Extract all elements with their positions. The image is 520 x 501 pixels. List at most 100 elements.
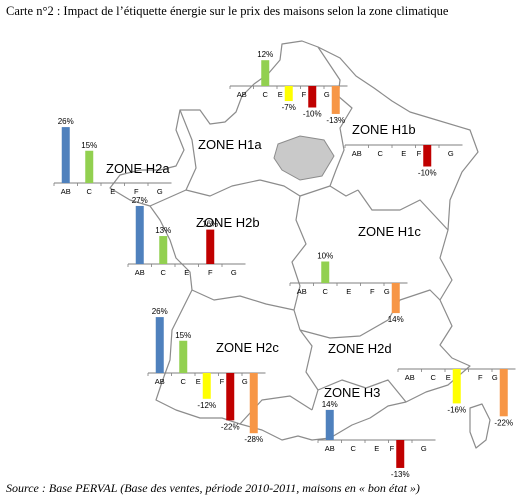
zone-h3-bar-ab [325, 409, 334, 440]
zone-h2a-value-label-c: 15% [81, 141, 97, 150]
zone-h3-value-label-f: -13% [391, 470, 410, 479]
zone-h1b-tick-label-g: G [448, 149, 454, 158]
zone-h3-tick-label-ab: AB [325, 444, 335, 453]
zone-h2b-value-label-f: 16% [202, 220, 218, 229]
zone-h1a-tick-label-e: E [278, 90, 283, 99]
zone-h2a-value-label-ab: 26% [58, 117, 74, 126]
zone-h1c-value-label-g: 14% [388, 315, 404, 324]
border-h2c-h2d [299, 329, 319, 411]
zone-h2b-tick-label-ab: AB [135, 268, 145, 277]
zone-h2d-tick-label-g: G [492, 373, 498, 382]
zone-h2d-tick-label-c: C [431, 373, 437, 382]
zone-h2a-chart: AB 26% C 15% E F G [53, 117, 172, 196]
zone-h3-tick-label-g: G [421, 444, 427, 453]
ile-de-france-region [273, 135, 335, 181]
zone-h2d-bar-g [499, 369, 508, 417]
zone-h3-bar-f [396, 440, 405, 468]
zone-h1c-tick-label-g: G [384, 287, 390, 296]
zone-h2b-chart: AB 27% C 13% E F 16% G [127, 196, 246, 277]
border-h1a-h1c [259, 179, 359, 197]
zone-h2a-tick-label-c: C [87, 187, 93, 196]
zone-h1c-value-label-c: 10% [317, 252, 333, 261]
zone-h1a-bar-e [284, 86, 293, 102]
zone-h2c-value-label-c: 15% [175, 331, 191, 340]
zone-h1c-tick-label-ab: AB [297, 287, 307, 296]
zone-h2c-tick-label-g: G [242, 377, 248, 386]
zone-h2d-value-label-e: -16% [447, 405, 466, 414]
zone-h2c-tick-label-ab: AB [155, 377, 165, 386]
border-h1a-h1b [317, 46, 353, 187]
border-h2d-h3 [317, 379, 407, 403]
zone-h2d-tick-label-f: F [478, 373, 483, 382]
zone-h2a-tick-label-e: E [110, 187, 115, 196]
map-title: Carte n°2 : Impact de l’étiquette énergi… [6, 4, 449, 18]
zone-h2a-tick-label-f: F [134, 187, 139, 196]
zone-h1a-chart: AB C 12% E -7% F -10% G -13% [229, 50, 348, 125]
border-h2a-h2b [149, 179, 261, 207]
zone-h2a-bar-ab [61, 127, 70, 183]
border-h1b-h1c [357, 189, 449, 231]
zone-h1c-bar-g [391, 283, 400, 314]
zone-h1a-value-label-e: -7% [282, 103, 296, 112]
source-note: Source : Base PERVAL (Base des ventes, p… [6, 481, 420, 495]
zone-h2c-bar-c [179, 340, 188, 373]
zone-h2c-value-label-g: -28% [244, 435, 263, 444]
zone-h3-tick-label-f: F [390, 444, 395, 453]
zone-h2c-bar-ab [155, 317, 164, 373]
zone-h1c-chart: AB C 10% E F G 14% [289, 252, 408, 324]
zone-h2c-tick-label-c: C [181, 377, 187, 386]
zone-h1b-tick-label-ab: AB [352, 149, 362, 158]
zone-h2c-label: ZONE H2c [216, 340, 279, 355]
zone-h2c-tick-label-e: E [196, 377, 201, 386]
zone-h2b-label: ZONE H2b [196, 215, 260, 230]
zone-h3-value-label-ab: 14% [322, 400, 338, 409]
zone-h2b-bar-ab [135, 205, 144, 264]
zone-h1c-bar-c [321, 261, 330, 283]
zone-borders [109, 40, 491, 449]
zone-h1a-value-label-c: 12% [257, 50, 273, 59]
zone-h2c-bar-g [249, 373, 258, 434]
zone-h1b-tick-label-c: C [378, 149, 384, 158]
zone-h2b-bar-c [159, 236, 168, 264]
zone-h1c-tick-label-f: F [370, 287, 375, 296]
zone-h2b-bar-f [206, 229, 215, 264]
zone-h1b-bar-f [423, 145, 432, 167]
zone-h2c-bar-e [202, 373, 211, 399]
border-corsica [469, 403, 491, 449]
border-h1c-h2d [299, 289, 441, 339]
zone-h2d-label: ZONE H2d [328, 341, 392, 356]
zone-h2a-label: ZONE H2a [106, 161, 170, 176]
zone-labels: ZONE H1a ZONE H1b ZONE H2a ZONE H2b ZONE H1c… [106, 122, 421, 400]
zone-h2a-bar-c [85, 150, 94, 183]
zone-h2c-bar-f [226, 373, 235, 421]
zone-h1a-value-label-g: -13% [326, 116, 345, 125]
zone-h1b-value-label-f: -10% [418, 169, 437, 178]
zone-h2b-tick-label-e: E [184, 268, 189, 277]
zone-h3-tick-label-e: E [374, 444, 379, 453]
zone-h2c-tick-label-f: F [220, 377, 225, 386]
border-h2b-h1c [291, 195, 307, 331]
zone-h1a-bar-c [261, 60, 270, 86]
zone-h1a-tick-label-g: G [324, 90, 330, 99]
border-h1a-h2a [179, 109, 197, 191]
zone-h1a-bar-f [308, 86, 317, 108]
zone-h2c-chart: AB 26% C 15% E -12% F -22% G -28% [147, 307, 266, 444]
zone-h2b-tick-label-c: C [161, 268, 167, 277]
zone-h1b-tick-label-e: E [401, 149, 406, 158]
zone-h2b-value-label-ab: 27% [132, 196, 148, 205]
zone-h2b-value-label-c: 13% [155, 226, 171, 235]
zone-h1a-tick-label-c: C [263, 90, 269, 99]
zone-h2c-value-label-ab: 26% [152, 307, 168, 316]
zone-h1b-label: ZONE H1b [352, 122, 416, 137]
zone-h1c-label: ZONE H1c [358, 224, 421, 239]
zone-h3-chart: AB 14% C E F -13% G [317, 400, 436, 479]
zone-h3-tick-label-c: C [351, 444, 357, 453]
zone-h2a-tick-label-g: G [157, 187, 163, 196]
zone-h2d-chart: AB C E -16% F G -22% [397, 368, 516, 427]
zone-h1a-tick-label-ab: AB [237, 90, 247, 99]
zone-h1a-tick-label-f: F [302, 90, 307, 99]
zone-h1b-tick-label-f: F [417, 149, 422, 158]
zone-h1a-label: ZONE H1a [198, 137, 262, 152]
zone-h1c-tick-label-e: E [346, 287, 351, 296]
